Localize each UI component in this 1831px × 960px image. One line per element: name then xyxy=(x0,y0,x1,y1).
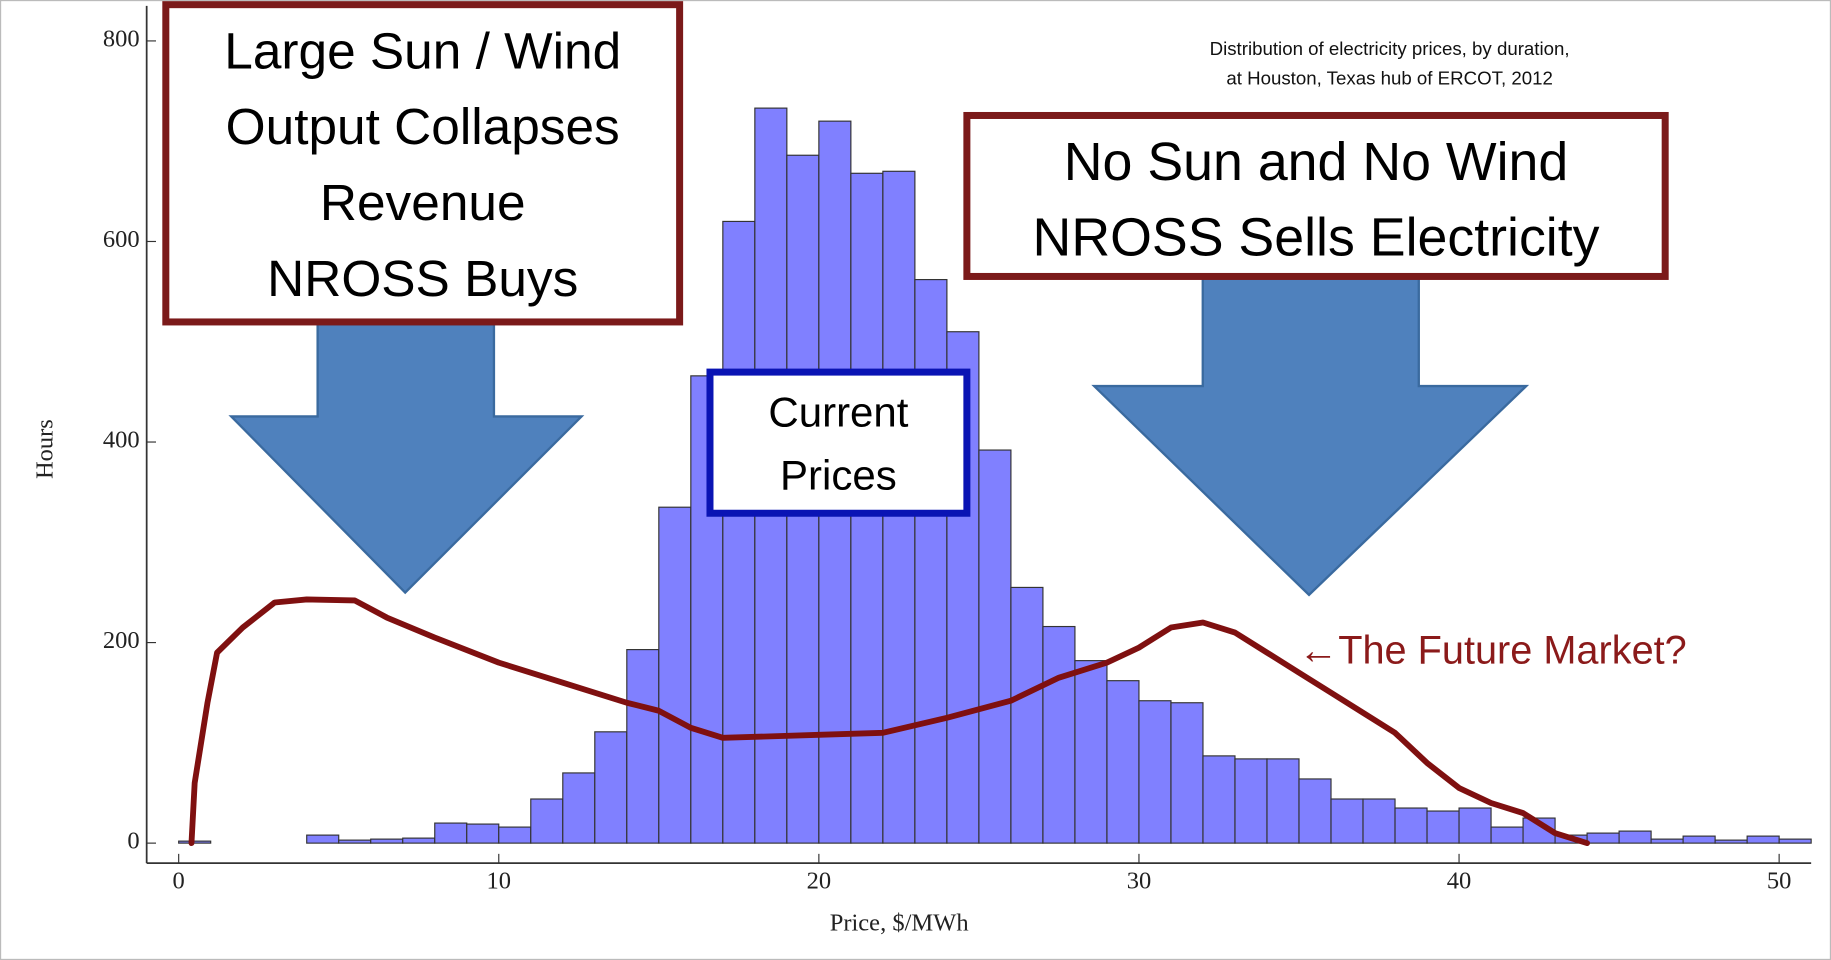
note: ←The Future Market? xyxy=(1299,629,1687,673)
bar xyxy=(1586,832,1620,844)
annotation-text: Prices xyxy=(780,451,897,498)
bar xyxy=(498,826,532,844)
plot: 0 10 20 30 40 50 0 200 400 600 800 xyxy=(103,5,1812,895)
chart-title: at Houston, Texas hub of ERCOT, 2012 xyxy=(1226,67,1553,88)
bar xyxy=(370,838,404,844)
annotation-text: No Sun and No Wind xyxy=(1064,132,1568,192)
annotation-text: Revenue xyxy=(320,174,526,231)
annotation-box xyxy=(706,368,971,517)
x-tick-label: 10 xyxy=(487,868,512,895)
bar xyxy=(1426,810,1460,844)
x-tick-label: 20 xyxy=(807,868,832,895)
bar xyxy=(1234,758,1268,844)
bar xyxy=(1010,586,1044,844)
y-tick-label: 200 xyxy=(103,627,140,654)
bar xyxy=(338,839,372,844)
bar xyxy=(1746,835,1780,844)
annotation-text: NROSS Sells Electricity xyxy=(1033,208,1600,268)
y-tick-label: 800 xyxy=(103,26,140,53)
future-curve xyxy=(188,596,1591,847)
bar xyxy=(1394,807,1428,844)
bar xyxy=(306,834,340,844)
bar xyxy=(1618,830,1652,844)
bar xyxy=(1170,702,1204,844)
bar xyxy=(402,837,436,844)
chart-title: Distribution of electricity prices, by d… xyxy=(1210,38,1570,59)
bar xyxy=(658,506,692,844)
bar xyxy=(594,731,628,844)
bar xyxy=(1682,835,1716,844)
bar xyxy=(1266,758,1300,844)
annotation-text: NROSS Buys xyxy=(267,250,578,307)
y-tick-label: 600 xyxy=(103,226,140,253)
bar xyxy=(1202,755,1236,844)
bar xyxy=(1106,680,1140,844)
bar xyxy=(914,278,948,844)
bar xyxy=(626,649,660,844)
arrow xyxy=(228,323,585,595)
bar xyxy=(1650,838,1684,844)
annotation-text: Large Sun / Wind xyxy=(224,22,621,79)
x-tick-label: 50 xyxy=(1767,868,1792,895)
y-tick-label: 400 xyxy=(103,427,140,454)
annotation-text: Output Collapses xyxy=(226,98,620,155)
x-axis-label: Price, $/MWh xyxy=(830,910,969,937)
annotation-text: Current xyxy=(768,388,908,435)
y-tick-label: 0 xyxy=(127,828,139,855)
bar xyxy=(1362,798,1396,844)
annotations: Large Sun / Wind Output Collapses Revenu… xyxy=(31,1,1687,937)
bar xyxy=(1298,778,1332,844)
bar xyxy=(434,822,468,844)
x-tick-label: 30 xyxy=(1127,868,1152,895)
bar xyxy=(1778,838,1812,844)
bar xyxy=(466,823,500,844)
bar xyxy=(1074,660,1108,844)
bar xyxy=(1330,798,1364,844)
bar xyxy=(1138,700,1172,844)
bar xyxy=(562,772,596,844)
annotation-box xyxy=(162,1,684,326)
bar xyxy=(1490,826,1524,844)
bar xyxy=(1458,807,1492,844)
y-axis-label: Hours xyxy=(31,419,58,479)
bar xyxy=(722,220,756,844)
annotation-box xyxy=(963,111,1669,280)
bar xyxy=(978,449,1012,844)
bar xyxy=(1042,625,1076,844)
bar xyxy=(1714,839,1748,844)
bar xyxy=(530,798,564,844)
x-tick-label: 0 xyxy=(173,868,185,895)
arrow xyxy=(1091,275,1530,597)
x-tick-label: 40 xyxy=(1447,868,1472,895)
bar xyxy=(178,840,212,844)
